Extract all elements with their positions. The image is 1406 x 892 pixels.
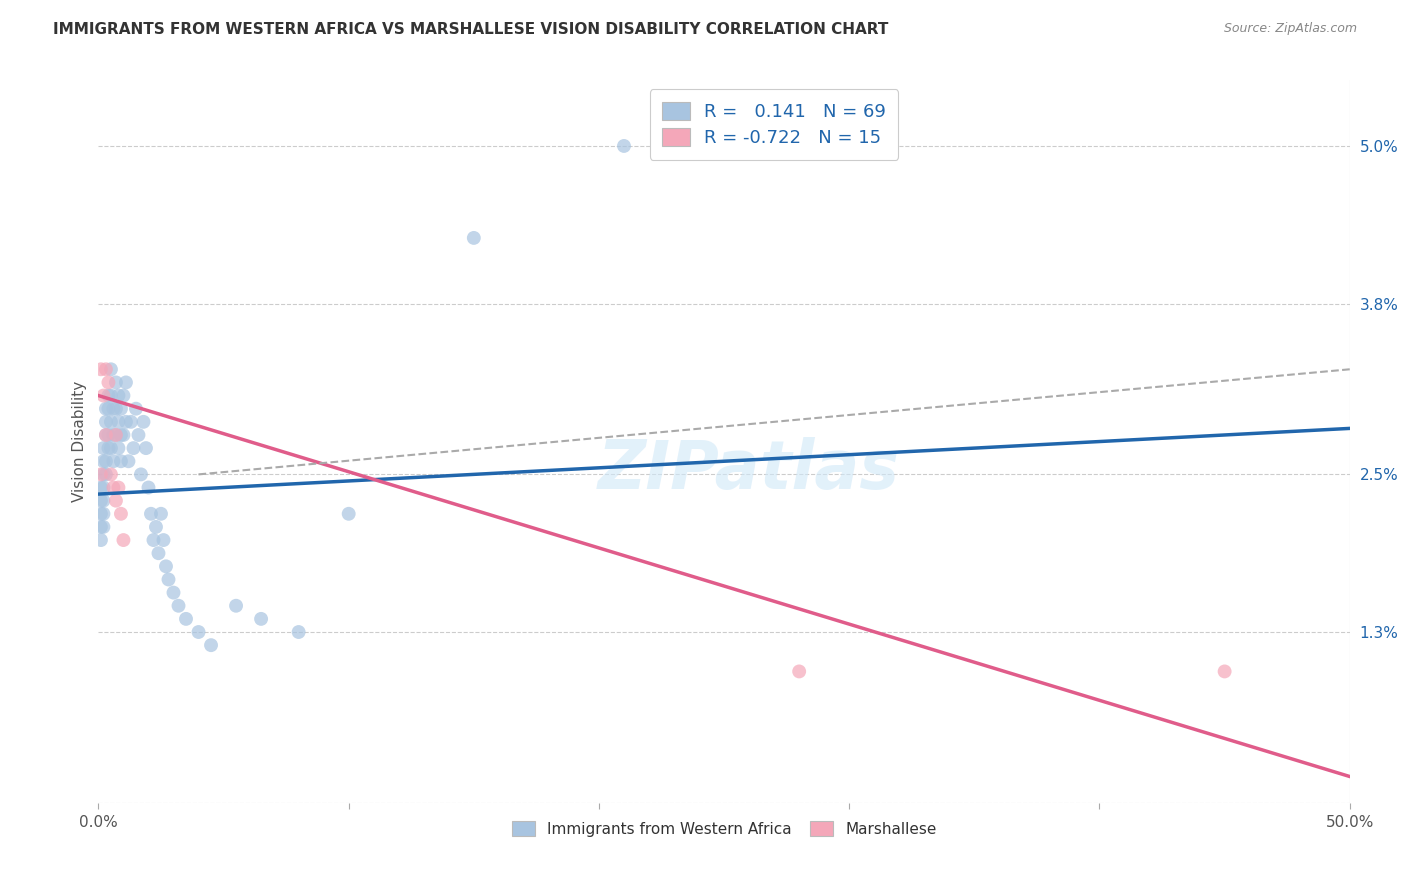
Point xyxy=(250,612,273,626)
Point xyxy=(94,467,117,482)
Point xyxy=(112,533,135,547)
Point xyxy=(107,415,129,429)
Point xyxy=(122,441,145,455)
Point xyxy=(97,376,120,390)
Point xyxy=(155,559,177,574)
Point xyxy=(93,454,115,468)
Point xyxy=(174,612,197,626)
Point xyxy=(100,441,122,455)
Point xyxy=(1213,665,1236,679)
Point xyxy=(94,428,117,442)
Point xyxy=(150,507,173,521)
Text: IMMIGRANTS FROM WESTERN AFRICA VS MARSHALLESE VISION DISABILITY CORRELATION CHAR: IMMIGRANTS FROM WESTERN AFRICA VS MARSHA… xyxy=(53,22,889,37)
Legend: Immigrants from Western Africa, Marshallese: Immigrants from Western Africa, Marshall… xyxy=(502,812,946,846)
Point xyxy=(107,441,129,455)
Point xyxy=(104,401,127,416)
Point xyxy=(167,599,190,613)
Point xyxy=(200,638,222,652)
Point xyxy=(103,401,125,416)
Point xyxy=(148,546,170,560)
Point xyxy=(157,573,180,587)
Point xyxy=(145,520,167,534)
Point xyxy=(97,401,120,416)
Point xyxy=(94,428,117,442)
Point xyxy=(110,507,132,521)
Point xyxy=(120,415,142,429)
Point xyxy=(135,441,157,455)
Point xyxy=(93,481,115,495)
Point xyxy=(97,388,120,402)
Point xyxy=(90,520,112,534)
Point xyxy=(103,481,125,495)
Point xyxy=(100,467,122,482)
Point xyxy=(93,467,115,482)
Point xyxy=(162,585,184,599)
Point xyxy=(187,625,209,640)
Point xyxy=(100,362,122,376)
Point xyxy=(225,599,247,613)
Point xyxy=(104,428,127,442)
Point xyxy=(93,493,115,508)
Point xyxy=(93,507,115,521)
Point xyxy=(112,428,135,442)
Point xyxy=(94,362,117,376)
Point xyxy=(94,401,117,416)
Point xyxy=(142,533,165,547)
Point xyxy=(129,467,152,482)
Point xyxy=(115,415,138,429)
Point xyxy=(125,401,148,416)
Y-axis label: Vision Disability: Vision Disability xyxy=(72,381,87,502)
Point xyxy=(90,533,112,547)
Point xyxy=(139,507,162,521)
Point xyxy=(463,231,485,245)
Point xyxy=(90,362,112,376)
Point xyxy=(287,625,309,640)
Point xyxy=(93,441,115,455)
Point xyxy=(97,441,120,455)
Point xyxy=(90,493,112,508)
Point xyxy=(100,388,122,402)
Point xyxy=(787,665,810,679)
Point xyxy=(94,454,117,468)
Point xyxy=(110,454,132,468)
Point xyxy=(94,415,117,429)
Point xyxy=(613,139,636,153)
Point xyxy=(93,388,115,402)
Point xyxy=(90,467,112,482)
Point xyxy=(117,454,139,468)
Text: ZIPatlas: ZIPatlas xyxy=(598,437,900,503)
Text: Source: ZipAtlas.com: Source: ZipAtlas.com xyxy=(1223,22,1357,36)
Point xyxy=(138,481,160,495)
Point xyxy=(90,507,112,521)
Point xyxy=(115,376,138,390)
Point xyxy=(127,428,149,442)
Point xyxy=(107,388,129,402)
Point xyxy=(100,415,122,429)
Point xyxy=(107,481,129,495)
Point xyxy=(337,507,360,521)
Point xyxy=(103,454,125,468)
Point xyxy=(110,401,132,416)
Point xyxy=(104,376,127,390)
Point xyxy=(110,428,132,442)
Point xyxy=(97,428,120,442)
Point xyxy=(103,428,125,442)
Point xyxy=(132,415,155,429)
Point xyxy=(152,533,174,547)
Point xyxy=(93,520,115,534)
Point xyxy=(90,481,112,495)
Point xyxy=(104,493,127,508)
Point xyxy=(112,388,135,402)
Point xyxy=(104,428,127,442)
